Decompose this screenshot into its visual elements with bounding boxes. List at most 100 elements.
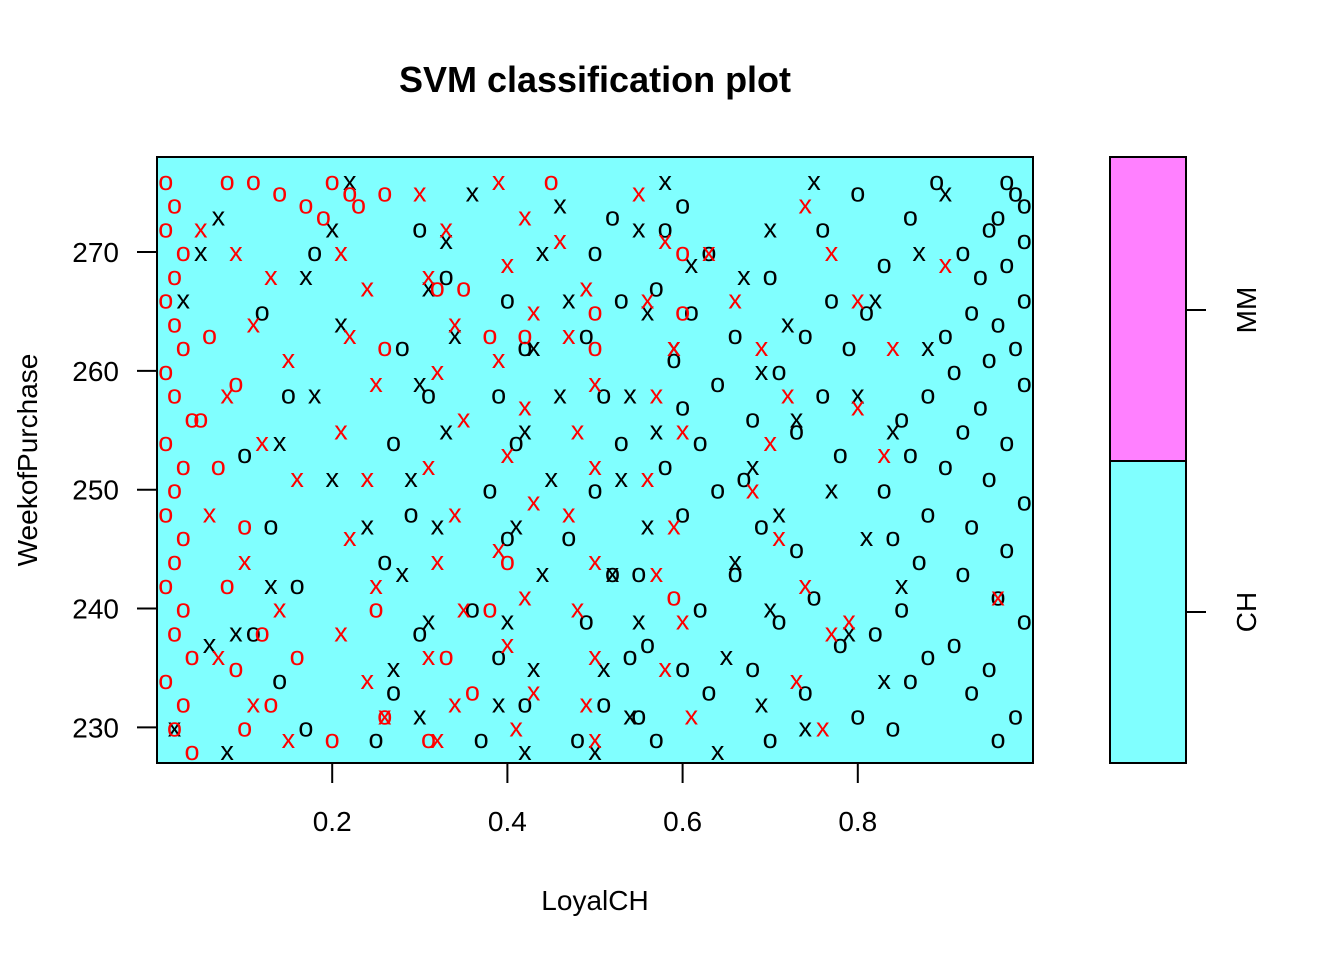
data-point-mm-o: o [290,641,305,671]
data-point-ch-o: o [623,641,638,671]
data-point-mm-x: x [448,308,462,338]
data-point-ch-x: x [641,296,655,326]
data-point-mm-x: x [422,641,436,671]
data-point-mm-o: o [255,617,270,647]
data-point-ch-o: o [1017,225,1032,255]
data-point-ch-o: o [412,617,427,647]
y-tick-label: 240 [72,594,119,625]
data-point-ch-x: x [413,368,427,398]
data-point-ch-o: o [614,427,629,457]
data-point-ch-o: o [377,546,392,576]
data-point-ch-o: o [237,439,252,469]
data-point-ch-o: o [500,285,515,315]
data-point-mm-x: x [431,356,445,386]
data-point-ch-x: x [396,558,410,588]
data-point-mm-o: o [675,237,690,267]
data-point-mm-o: o [158,570,173,600]
data-point-mm-o: o [176,689,191,719]
data-point-mm-o: o [666,582,681,612]
data-point-mm-x: x [220,380,234,410]
data-point-ch-o: o [386,677,401,707]
data-point-ch-o: o [955,415,970,445]
data-point-mm-o: o [167,712,182,742]
color-key: MM CH [1109,156,1262,764]
color-key-label-ch: CH [1231,592,1262,632]
data-point-mm-o: o [167,190,182,220]
color-key-mm [1109,156,1187,462]
x-tick-label: 0.4 [488,806,527,837]
data-point-mm-x: x [658,225,672,255]
data-point-ch-x: x [772,498,786,528]
data-point-ch-x: x [860,522,874,552]
data-point-mm-o: o [202,320,217,350]
data-point-ch-o: o [982,344,997,374]
data-point-ch-o: o [885,712,900,742]
data-point-ch-o: o [693,427,708,457]
data-point-ch-x: x [606,558,620,588]
data-point-ch-o: o [395,332,410,362]
data-point-ch-o: o [596,689,611,719]
data-point-mm-x: x [518,392,532,422]
data-point-mm-x: x [728,285,742,315]
data-point-mm-x: x [360,665,374,695]
data-point-mm-o: o [228,653,243,683]
data-point-ch-o: o [973,392,988,422]
data-point-ch-o: o [885,522,900,552]
data-point-ch-o: o [877,475,892,505]
data-point-mm-o: o [228,368,243,398]
data-point-ch-x: x [360,510,374,540]
data-point-mm-o: o [167,380,182,410]
data-point-ch-x: x [895,570,909,600]
data-point-mm-x: x [650,380,664,410]
data-point-ch-o: o [298,712,313,742]
data-point-mm-x: x [746,475,760,505]
data-point-mm-o: o [298,190,313,220]
data-point-ch-x: x [518,415,532,445]
data-point-ch-o: o [868,617,883,647]
data-point-ch-x: x [439,415,453,445]
color-key-label-mm: MM [1231,287,1262,334]
data-point-mm-o: o [167,546,182,576]
data-point-ch-o: o [728,320,743,350]
y-axis-label: WeekofPurchase [12,354,43,567]
data-point-mm-x: x [798,570,812,600]
data-point-mm-o: o [237,712,252,742]
data-point-ch-o: o [649,724,664,754]
data-point-ch-o: o [1017,368,1032,398]
data-point-ch-o: o [1008,332,1023,362]
data-point-ch-x: x [641,510,655,540]
data-point-mm-x: x [343,320,357,350]
data-point-mm-x: x [378,700,392,730]
data-point-mm-o: o [430,273,445,303]
data-point-mm-x: x [273,594,287,624]
data-point-mm-o: o [220,570,235,600]
data-point-ch-x: x [737,261,751,291]
data-point-ch-x: x [334,308,348,338]
data-point-ch-o: o [666,344,681,374]
data-point-ch-x: x [842,617,856,647]
data-point-ch-o: o [938,451,953,481]
data-point-ch-x: x [536,237,550,267]
data-point-mm-x: x [553,225,567,255]
data-point-ch-x: x [518,736,532,766]
data-point-ch-o: o [605,201,620,231]
data-point-ch-x: x [763,213,777,243]
data-point-mm-o: o [377,332,392,362]
data-point-ch-o: o [903,439,918,469]
data-point-ch-o: o [947,356,962,386]
data-point-mm-x: x [588,451,602,481]
data-point-ch-o: o [465,594,480,624]
data-point-ch-o: o [1017,285,1032,315]
data-point-mm-o: o [342,178,357,208]
data-point-ch-x: x [755,689,769,719]
data-point-mm-o: o [185,641,200,671]
data-point-mm-x: x [702,237,716,267]
data-point-mm-o: o [368,594,383,624]
data-point-ch-x: x [623,700,637,730]
data-point-ch-o: o [517,332,532,362]
data-point-mm-x: x [579,273,593,303]
data-point-mm-x: x [334,237,348,267]
data-point-ch-o: o [614,285,629,315]
data-point-ch-o: o [500,522,515,552]
data-point-ch-o: o [675,498,690,528]
